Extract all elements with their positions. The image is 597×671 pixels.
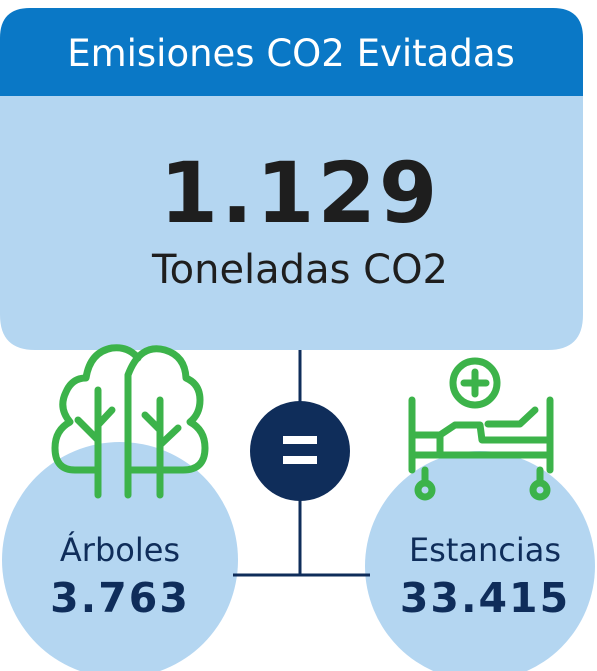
header-bar bbox=[0, 8, 583, 96]
left-circle bbox=[2, 442, 238, 671]
equivalent-value: 3.763 bbox=[50, 574, 190, 622]
equivalent-label: Árboles bbox=[60, 531, 180, 569]
tree-icon bbox=[51, 344, 209, 499]
right-circle bbox=[365, 451, 595, 671]
equals-circle bbox=[250, 401, 350, 501]
equals-bar bbox=[283, 436, 317, 444]
bed-icon bbox=[408, 357, 554, 501]
main-value: 1.129 bbox=[160, 144, 441, 242]
equivalent-label: Estancias bbox=[409, 531, 561, 569]
equals-bar bbox=[283, 456, 317, 464]
main-box bbox=[0, 80, 583, 350]
equivalent-value: 33.415 bbox=[400, 574, 570, 622]
main-unit: Toneladas CO2 bbox=[151, 247, 448, 293]
header-title: Emisiones CO2 Evitadas bbox=[67, 32, 515, 75]
